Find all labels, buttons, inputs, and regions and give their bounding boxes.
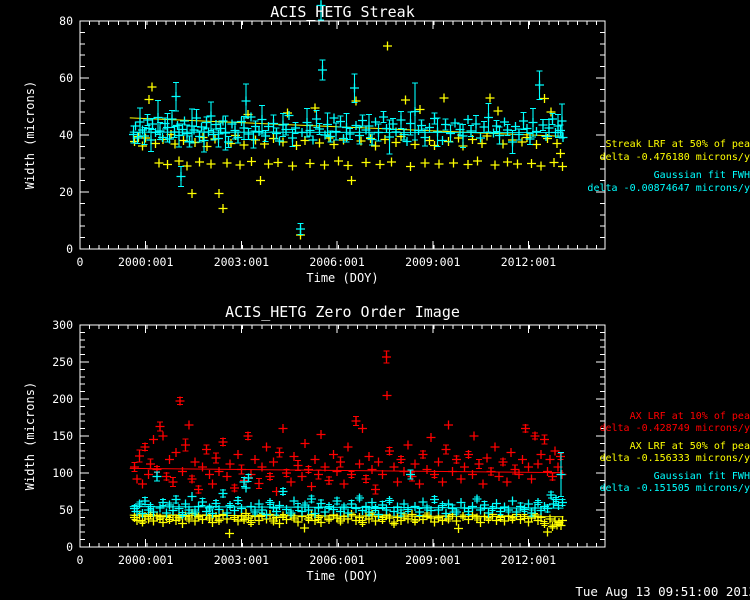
svg-text:200: 200 [52, 392, 73, 406]
svg-text:300: 300 [52, 318, 73, 332]
svg-text:60: 60 [59, 71, 73, 85]
svg-text:50: 50 [59, 503, 73, 517]
ax-lrf10-annotation-line2: delta -0.428749 microns/yr [599, 423, 750, 434]
svg-text:100: 100 [52, 466, 73, 480]
ax-lrf10-annotation-line1: AX LRF at 10% of peak [629, 411, 750, 422]
svg-text:2009:001: 2009:001 [405, 553, 460, 567]
ax-lrf50-annotation-line1: AX LRF at 50% of peak [629, 441, 750, 452]
svg-text:2009:001: 2009:001 [405, 255, 460, 269]
svg-text:2003:001: 2003:001 [214, 553, 269, 567]
svg-text:0: 0 [77, 255, 84, 269]
streak-plot-title: ACIS_HETG Streak [270, 3, 415, 21]
render-timestamp: Tue Aug 13 09:51:00 2013 [575, 584, 750, 599]
svg-text:2003:001: 2003:001 [214, 255, 269, 269]
svg-text:2006:001: 2006:001 [309, 255, 364, 269]
svg-text:2012:001: 2012:001 [501, 255, 556, 269]
svg-text:40: 40 [59, 128, 73, 142]
zero-gaussian-annotation-line2: delta -0.151505 microns/yr [599, 483, 750, 494]
svg-text:Time (DOY): Time (DOY) [306, 271, 378, 285]
svg-text:2000:001: 2000:001 [118, 255, 173, 269]
streak-lrf-annotation-line2: delta -0.476180 microns/yr [599, 152, 750, 163]
ax-lrf50-annotation-line2: delta -0.156333 microns/yr [599, 453, 750, 464]
svg-text:0: 0 [66, 540, 73, 554]
svg-text:Width (microns): Width (microns) [23, 81, 37, 189]
svg-text:20: 20 [59, 185, 73, 199]
svg-text:80: 80 [59, 14, 73, 28]
svg-text:250: 250 [52, 355, 73, 369]
svg-text:0: 0 [77, 553, 84, 567]
svg-text:150: 150 [52, 429, 73, 443]
streak-gaussian-annotation-line2: delta -0.00874647 microns/yr [587, 183, 750, 194]
streak-chart-canvas: 0 2000:001 2003:001 2006:001 2009:001 2012:00… [23, 0, 606, 285]
svg-text:Time (DOY): Time (DOY) [306, 569, 378, 583]
svg-text:Width (microns): Width (microns) [23, 382, 37, 490]
svg-text:2006:001: 2006:001 [309, 553, 364, 567]
zero-order-chart-canvas: 0 2000:001 2003:001 2006:001 2009:001 2012:00… [23, 318, 606, 583]
svg-text:2012:001: 2012:001 [501, 553, 556, 567]
streak-gaussian-annotation-line1: Gaussian fit FWHM [653, 170, 750, 181]
zero-gaussian-annotation-line1: Gaussian fit FWHM [653, 471, 750, 482]
streak-lrf-annotation-line1: Streak LRF at 50% of peak [605, 139, 750, 150]
zero-order-plot-title: ACIS_HETG Zero Order Image [225, 303, 460, 321]
svg-text:2000:001: 2000:001 [118, 553, 173, 567]
svg-text:0: 0 [66, 242, 73, 256]
